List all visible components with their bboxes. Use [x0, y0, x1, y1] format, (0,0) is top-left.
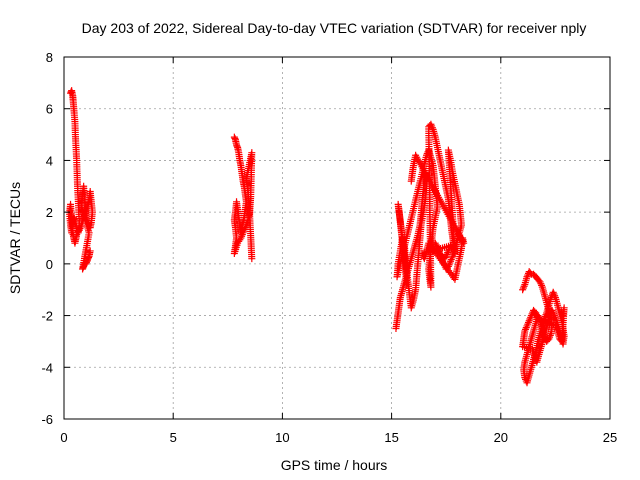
y-tick-label: 8 — [46, 50, 53, 65]
data-point — [559, 312, 567, 320]
data-point — [76, 225, 84, 233]
data-point — [547, 308, 555, 316]
data-point — [238, 231, 246, 239]
data-point — [531, 355, 539, 363]
data-point — [532, 311, 540, 319]
data-point — [238, 232, 246, 240]
data-point — [447, 257, 455, 265]
x-axis-label: GPS time / hours — [281, 457, 388, 473]
data-point — [523, 322, 531, 330]
data-point — [522, 324, 530, 332]
data-point — [449, 252, 457, 260]
x-tick-label: 25 — [603, 430, 617, 445]
data-point — [532, 309, 540, 317]
y-axis-label: SDTVAR / TECUs — [7, 182, 23, 294]
data-point — [427, 120, 435, 128]
x-tick-label: 0 — [60, 430, 67, 445]
data-point — [428, 124, 436, 132]
data-point — [444, 249, 452, 257]
data-point — [527, 312, 535, 320]
data-point — [547, 330, 555, 338]
y-tick-label: -2 — [41, 309, 53, 324]
data-point — [523, 273, 531, 281]
data-point — [550, 290, 558, 298]
data-point — [547, 310, 555, 318]
data-point — [525, 317, 533, 325]
data-point — [522, 325, 530, 333]
data-point — [537, 280, 545, 288]
data-point — [447, 256, 455, 264]
data-point — [428, 122, 436, 130]
data-point — [532, 356, 540, 364]
data-point — [552, 324, 560, 332]
y-tick-label: 2 — [46, 205, 53, 220]
y-tick-label: 4 — [46, 153, 53, 168]
data-point — [524, 318, 532, 326]
data-point — [549, 288, 557, 296]
data-point — [446, 259, 454, 267]
data-point — [242, 222, 250, 230]
data-point — [407, 177, 415, 185]
x-tick-label: 10 — [275, 430, 289, 445]
data-point — [431, 239, 439, 247]
data-point — [520, 282, 528, 290]
data-point — [448, 254, 456, 262]
x-tick-label: 20 — [494, 430, 508, 445]
data-point — [443, 250, 451, 258]
grid-lines — [64, 57, 610, 419]
data-point — [538, 281, 546, 289]
data-point — [519, 286, 527, 294]
y-tick-label: -4 — [41, 360, 53, 375]
data-point — [551, 292, 559, 300]
data-point — [551, 322, 559, 330]
chart-title: Day 203 of 2022, Sidereal Day-to-day VTE… — [82, 20, 587, 36]
data-point — [243, 220, 251, 228]
axis-ticks: 0 5 10 15 20 25 -6 -4 -2 0 2 4 6 8 — [41, 50, 617, 445]
y-tick-label: -6 — [41, 412, 53, 427]
data-point — [240, 227, 248, 235]
data-point — [548, 306, 556, 314]
data-point — [237, 234, 245, 242]
data-point — [75, 226, 83, 234]
data-point — [533, 358, 541, 366]
data-point — [248, 255, 256, 263]
data-point — [521, 327, 529, 335]
data-point — [536, 278, 544, 286]
data-point — [526, 269, 534, 277]
plot-frame — [63, 56, 611, 420]
data-point — [442, 252, 450, 260]
data-point — [77, 223, 85, 231]
data-point — [553, 325, 561, 333]
data-point — [524, 320, 532, 328]
x-tick-label: 15 — [384, 430, 398, 445]
y-tick-label: 0 — [46, 257, 53, 272]
data-point — [527, 313, 535, 321]
y-tick-label: 6 — [46, 102, 53, 117]
data-point — [239, 229, 247, 237]
data-point — [519, 284, 527, 292]
x-tick-label: 5 — [170, 430, 177, 445]
data-point — [552, 317, 560, 325]
data-points — [65, 87, 568, 387]
data-point — [552, 315, 560, 323]
data-point — [526, 315, 534, 323]
data-point — [86, 247, 94, 255]
